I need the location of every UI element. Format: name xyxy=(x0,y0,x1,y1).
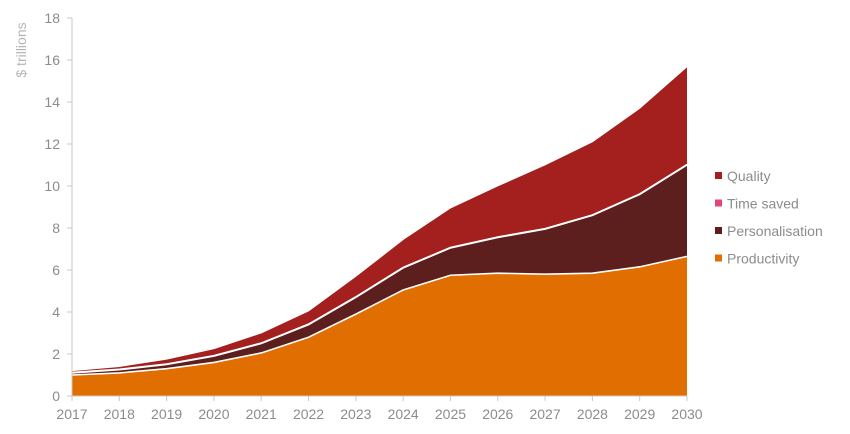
area-personalisation xyxy=(72,165,687,375)
legend-swatch-quality xyxy=(715,172,722,179)
y-tick-label: 12 xyxy=(44,136,60,152)
area-quality xyxy=(72,66,687,373)
y-axis-title: $ trillions xyxy=(13,22,29,77)
legend-label-productivity: Productivity xyxy=(727,251,799,267)
y-tick-label: 16 xyxy=(44,52,60,68)
x-tick-label: 2024 xyxy=(388,406,419,422)
legend-swatch-productivity xyxy=(715,254,722,262)
x-tick-label: 2029 xyxy=(624,406,655,422)
x-tick-label: 2022 xyxy=(293,406,324,422)
x-tick-label: 2017 xyxy=(56,406,87,422)
x-tick-label: 2027 xyxy=(529,406,560,422)
y-tick-label: 18 xyxy=(44,10,60,26)
x-tick-label: 2026 xyxy=(482,406,513,422)
legend-label-quality: Quality xyxy=(727,168,771,184)
y-tick-label: 6 xyxy=(52,262,60,278)
x-tick-label: 2025 xyxy=(435,406,466,422)
chart-areas xyxy=(71,65,688,396)
y-tick-label: 0 xyxy=(52,388,60,404)
area-boundary-time-saved xyxy=(71,163,688,374)
area-boundary-quality xyxy=(71,65,688,372)
legend-label-personalisation: Personalisation xyxy=(727,223,823,239)
x-tick-label: 2021 xyxy=(246,406,277,422)
y-tick-label: 14 xyxy=(44,94,60,110)
y-tick-label: 10 xyxy=(44,178,60,194)
x-tick-label: 2019 xyxy=(151,406,182,422)
y-tick-label: 2 xyxy=(52,346,60,362)
x-tick-label: 2020 xyxy=(198,406,229,422)
x-tick-label: 2018 xyxy=(104,406,135,422)
x-axis: 2017 2018 2019 2020 2021 2022 2023 2024 2025 2026… xyxy=(56,395,703,422)
area-productivity xyxy=(72,256,687,396)
legend-swatch-personalisation xyxy=(715,227,722,234)
legend: Quality Time saved Personalisation Producti… xyxy=(715,168,823,267)
x-tick-label: 2028 xyxy=(577,406,608,422)
legend-label-time-saved: Time saved xyxy=(727,196,799,212)
legend-swatch-time-saved xyxy=(715,199,722,207)
x-tick-label: 2023 xyxy=(340,406,371,422)
y-tick-label: 8 xyxy=(52,220,60,236)
area-boundary-productivity xyxy=(71,255,688,376)
y-axis: 0 2 4 6 8 10 12 14 16 18 xyxy=(44,10,73,404)
y-tick-label: 4 xyxy=(52,304,60,320)
x-tick-label: 2030 xyxy=(671,406,702,422)
